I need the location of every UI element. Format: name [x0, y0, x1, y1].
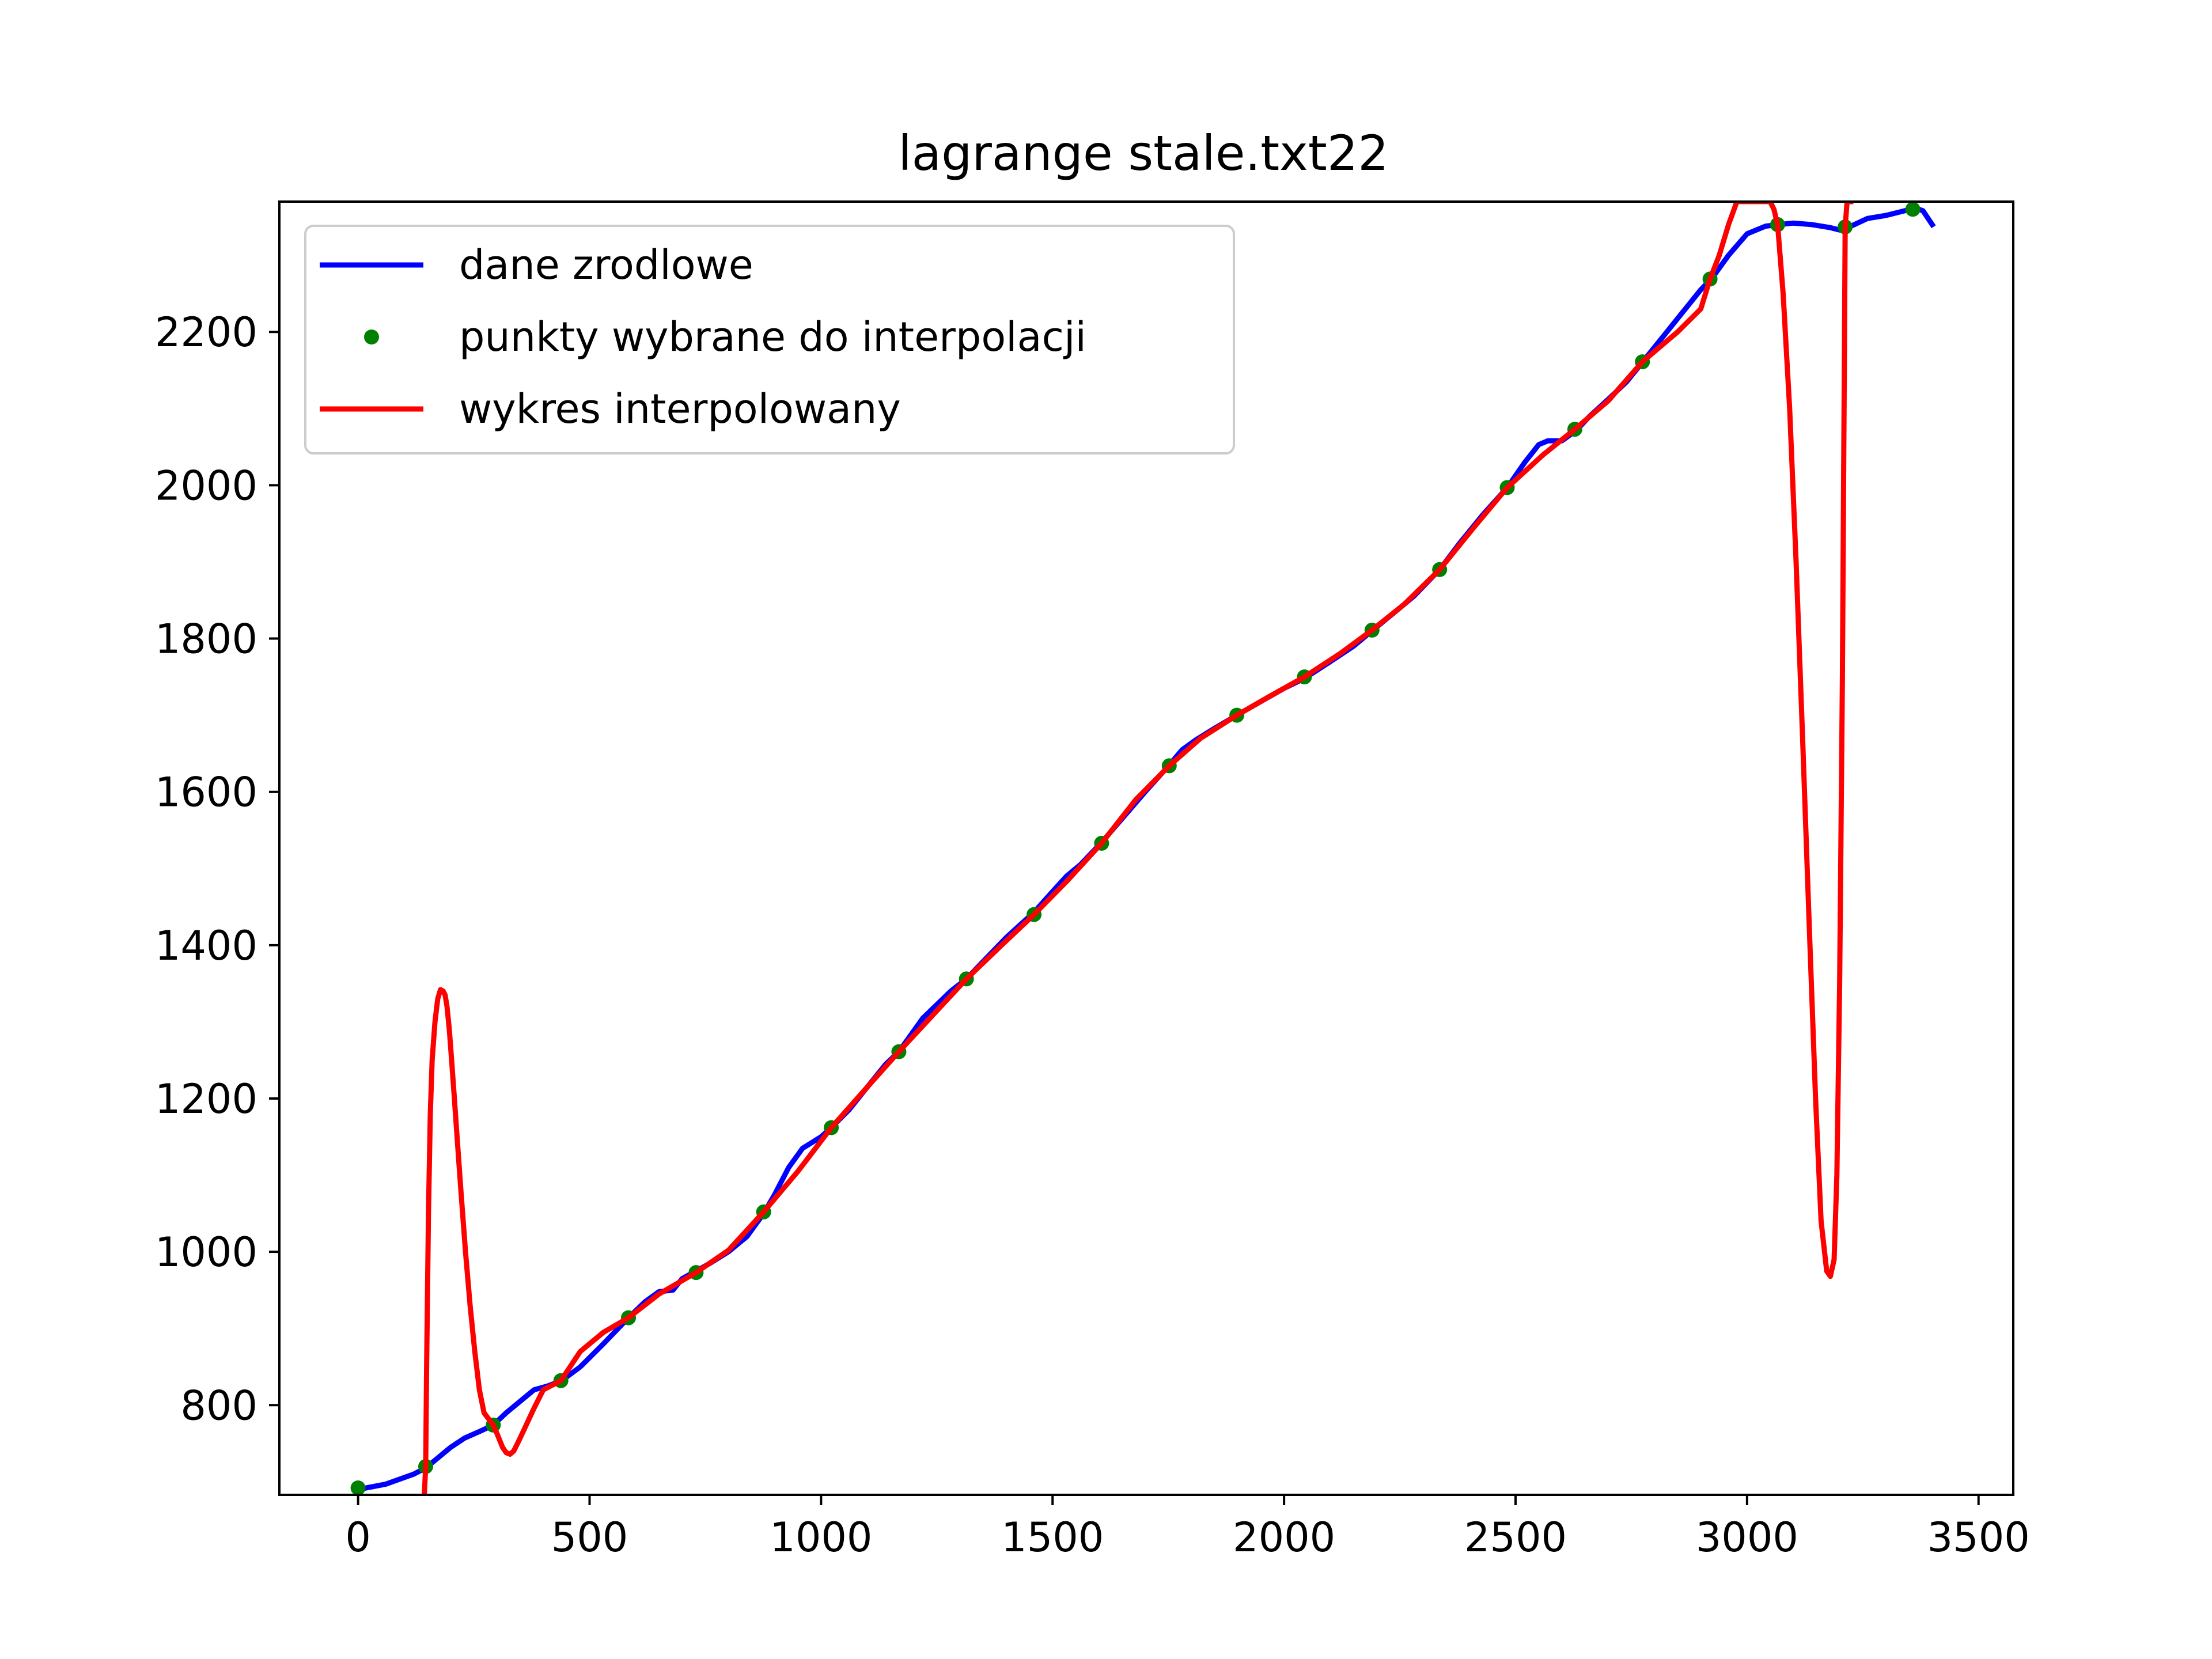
y-tick-label: 1600 — [155, 769, 257, 816]
y-tick-label: 1400 — [155, 922, 257, 969]
x-tick-label: 3000 — [1696, 1514, 1798, 1561]
legend: dane zrodlowe punkty wybrane do interpola… — [304, 225, 1235, 454]
y-tick-label: 1200 — [155, 1075, 257, 1123]
chart-title: lagrange stale.txt22 — [898, 125, 1388, 181]
y-axis: 800 1000 1200 1400 1600 1800 2000 2200 — [155, 309, 279, 1429]
data-point — [1905, 202, 1921, 217]
y-tick-label: 1800 — [155, 616, 257, 663]
x-tick-label: 0 — [345, 1514, 371, 1561]
x-tick-label: 1000 — [770, 1514, 872, 1561]
plot-frame — [278, 200, 2014, 1496]
y-tick-label: 1000 — [155, 1229, 257, 1276]
y-tick-label: 2000 — [155, 462, 257, 509]
x-axis: 0 500 1000 1500 2000 2500 3000 3500 — [345, 1495, 2030, 1561]
x-tick-label: 500 — [551, 1514, 628, 1561]
legend-label: wykres interpolowany — [459, 385, 901, 433]
legend-label: punkty wybrane do interpolacji — [459, 313, 1086, 361]
legend-box — [304, 225, 1235, 454]
y-tick-label: 2200 — [155, 309, 257, 356]
legend-swatch-marker — [364, 329, 379, 344]
plot-area — [350, 202, 1936, 1495]
data-point — [350, 1480, 366, 1495]
plot-clip-group — [350, 202, 1936, 1495]
series-line-wykres-interpolowany — [422, 202, 1854, 1495]
x-tick-label: 1500 — [1001, 1514, 1104, 1561]
x-tick-label: 3500 — [1927, 1514, 2030, 1561]
legend-label: dane zrodlowe — [459, 241, 753, 289]
x-tick-label: 2500 — [1464, 1514, 1567, 1561]
y-tick-label: 800 — [180, 1382, 257, 1429]
x-tick-label: 2000 — [1233, 1514, 1335, 1561]
